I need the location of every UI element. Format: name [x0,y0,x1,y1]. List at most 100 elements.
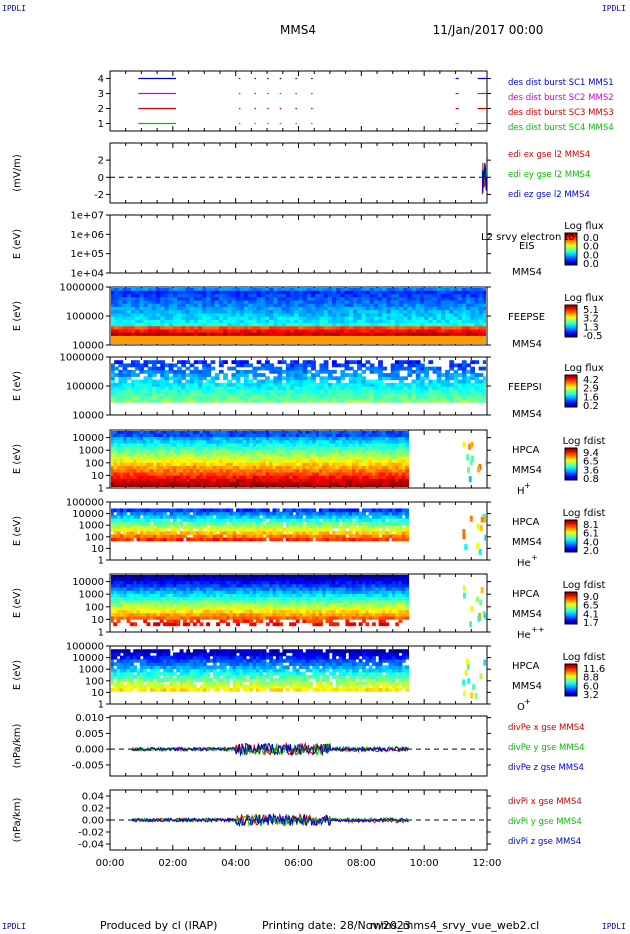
hpca_h-cell [365,446,370,450]
feepse-cell [419,290,425,295]
feepsi-cell [143,369,149,374]
feepse-cell [256,296,262,301]
feepse-cell [223,332,228,336]
hpca_he-cell [189,514,194,519]
hpca_he-cell [136,521,141,526]
hpca_h-cell [299,446,303,450]
hpca_h-cell [252,484,257,487]
feepsi-cell [256,373,262,377]
feepse-cell [264,316,270,320]
feepsi-cell [147,360,153,365]
feepsi-cell [319,395,325,400]
hpca_h-cell [279,462,284,467]
hpca_h-cell [222,462,227,467]
hpca_he-cell [143,508,148,513]
hpca_h-cell [312,452,317,457]
hpca_h-cell [308,431,313,434]
feepse-cell [269,322,274,327]
feepsi-cell [273,395,279,400]
feepsi-cell [323,379,329,384]
feepse-cell [424,332,429,336]
hpca_h-cell [375,478,380,483]
hpca_h-cell [209,475,214,479]
feepse-cell [197,306,203,311]
feepsi-cell [369,382,375,387]
feepsi-cell [111,398,115,403]
feepsi-cell [302,376,308,381]
hpca_h-cell [335,452,340,457]
feepse-cell [252,322,258,327]
hpca_h-cell [299,436,303,441]
hpca_h-cell [338,478,343,483]
feepse-cell [432,293,438,298]
feepsi-cell [218,389,224,394]
hpca_h-cell [259,484,264,487]
hpca_h-cell [196,465,201,470]
hpca_h-cell [391,468,396,473]
feepse-cell [382,328,388,333]
hpca_h-cell [199,484,204,487]
feepsi-cell [290,382,295,387]
feepse-cell [415,341,421,344]
feepse-cell [378,341,383,344]
hpca_h-cell [169,465,174,470]
feepsi-cell [189,376,195,381]
feepsi-cell [202,363,207,368]
hpca_h-cell [149,462,154,467]
hpca_h-cell [328,465,333,470]
hpca_h-cell [123,452,128,457]
hpca_h-cell [371,436,376,441]
feepse-cell [160,290,166,295]
hpca_h-cell [365,471,370,476]
feepsi-cell [206,373,212,377]
feepse-cell [419,293,425,298]
hpca_h-cell [335,465,340,470]
feepse-cell [197,319,203,324]
hpca_he-cell [116,518,121,522]
feepse-cell [399,306,404,311]
feepse-cell [382,290,388,295]
hpca_h-cell [173,439,177,444]
hpca_he-cell [192,534,197,539]
hpca_h-cell [279,436,284,441]
feepse-cell [457,322,463,327]
feepsi-cell [344,386,350,390]
feepsi-cell [122,392,128,397]
hpca_h-cell [226,455,230,460]
feepse-cell [214,299,220,304]
feepsi-cell [130,373,136,377]
feepse-cell [298,312,304,317]
feepsi-cell [440,379,446,384]
feepsi-cell [210,389,216,394]
hpca_he-cell [156,518,161,522]
hpca_h-cell [289,462,293,467]
feepsi-cell [273,398,279,403]
feepse-cell [474,299,480,304]
hpca_he-cell [146,511,151,516]
hpca_h-cell [342,465,347,470]
hpca_h-cell [381,442,386,447]
hpca_h-cell [342,449,347,454]
feepse-cell [382,288,388,291]
feepsi-cell [285,389,291,394]
feepse-cell [449,335,455,340]
hpca_h-cell [252,481,257,486]
feepse-cell [373,290,379,295]
feepse-cell [415,288,421,291]
feepse-cell [445,306,450,311]
feepse-cell [156,299,161,304]
hpca_h-cell [385,442,390,447]
feepsi-cell [474,373,480,377]
hpca_h-cell [209,439,214,444]
hpca_h-cell [315,455,320,460]
feepse-cell [126,309,132,314]
feepsi-cell [244,389,249,394]
hpca_h-cell [229,484,234,487]
hpca_he-ytick-label: 10000 [72,509,104,520]
feepse-cell [298,299,304,304]
feepsi-cell [122,366,128,371]
feepsi-cell [135,398,140,403]
feepsi-cell [311,382,316,387]
hpca_h-cell [156,475,161,479]
